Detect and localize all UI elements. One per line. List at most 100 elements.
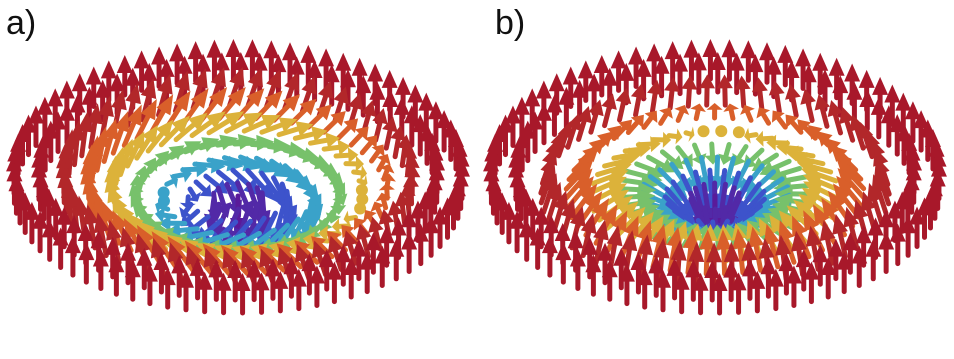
spin-arrow — [64, 235, 81, 278]
spin-arrow — [133, 50, 150, 93]
spin-arrow — [585, 254, 602, 297]
spin-arrow — [702, 39, 719, 82]
spin-arrow — [227, 259, 244, 303]
spin-arrow — [646, 43, 663, 86]
spin-arrow — [86, 103, 103, 150]
spin-arrow — [767, 268, 784, 312]
spin-arrow — [140, 78, 157, 123]
spin-arrow — [704, 259, 721, 303]
spin-arrow — [690, 52, 707, 95]
spin-arrow — [17, 192, 34, 236]
spin-arrow — [153, 251, 170, 295]
spin-arrow — [300, 44, 317, 88]
spin-arrow — [732, 228, 749, 276]
spin-arrow — [814, 93, 831, 129]
spin-arrow — [721, 39, 738, 82]
spin-arrow — [734, 75, 751, 109]
spin-arrow — [348, 126, 369, 148]
spin-arrow — [333, 147, 359, 164]
spin-arrow — [206, 39, 223, 83]
spin-arrow — [646, 154, 676, 173]
spin-arrow — [803, 261, 820, 305]
spin-arrow — [865, 238, 882, 282]
spin-arrow — [343, 155, 364, 172]
spin-arrow — [359, 251, 376, 295]
spin-arrow — [170, 166, 192, 183]
spin-arrow — [683, 126, 695, 142]
spin-arrow — [673, 271, 690, 315]
spin-arrow — [648, 255, 665, 298]
spin-arrow — [318, 249, 335, 292]
spin-arrow — [692, 272, 709, 316]
spin-arrow — [58, 102, 75, 146]
panel-a-label: a) — [6, 4, 37, 42]
spin-arrow — [134, 98, 157, 142]
spin-arrow — [253, 272, 270, 315]
spin-arrow — [593, 55, 610, 98]
spin-arrow — [541, 235, 558, 278]
spin-arrow — [588, 99, 604, 135]
spin-arrow — [683, 39, 700, 83]
spin-arrow — [509, 210, 526, 254]
spin-arrow — [427, 101, 444, 144]
spin-arrow — [412, 114, 429, 157]
spin-arrow — [78, 242, 95, 285]
spin-arrow — [164, 174, 178, 189]
spin-arrow — [771, 110, 788, 130]
spin-arrow — [666, 257, 683, 301]
spin-arrow — [445, 187, 462, 231]
spin-arrow — [326, 261, 343, 305]
spin-arrow — [666, 128, 683, 145]
spin-arrow — [394, 191, 411, 226]
spin-arrow — [121, 104, 142, 148]
spin-arrow — [836, 251, 853, 295]
spin-arrow — [880, 105, 897, 148]
spin-arrow — [187, 41, 204, 84]
spin-arrow — [206, 111, 245, 136]
spin-arrow — [374, 245, 391, 289]
spin-arrow — [820, 256, 837, 300]
spin-arrow — [50, 111, 67, 154]
spin-arrow — [630, 251, 647, 295]
spin-arrow — [699, 74, 716, 108]
spin-arrow — [32, 210, 49, 254]
spin-arrow — [52, 227, 69, 270]
spin-arrow — [343, 256, 360, 300]
spin-arrow — [690, 103, 706, 122]
spin-arrow — [246, 259, 263, 303]
spin-arrow — [215, 272, 232, 316]
spin-arrow — [350, 238, 367, 282]
spin-arrow — [41, 219, 58, 262]
spin-arrow — [756, 107, 772, 126]
spin-arrow — [658, 107, 673, 126]
spin-arrow — [518, 219, 535, 262]
spin-arrow — [569, 248, 586, 292]
spin-arrow — [368, 144, 385, 164]
spin-arrow — [636, 267, 653, 310]
spin-arrow — [674, 104, 690, 123]
spin-arrow — [778, 219, 797, 265]
spin-arrow — [751, 77, 768, 111]
spin-arrow — [241, 115, 281, 134]
spin-arrow — [388, 238, 405, 282]
spin-arrow — [909, 206, 926, 250]
spin-arrow — [27, 105, 44, 148]
spin-arrow — [321, 139, 351, 156]
spin-arrow — [173, 112, 208, 143]
spin-arrow — [664, 77, 680, 111]
spin-arrow — [889, 114, 906, 157]
spin-arrow — [610, 50, 627, 93]
spin-arrow — [812, 244, 829, 287]
spin-arrow — [535, 102, 552, 146]
spin-arrow — [370, 201, 386, 220]
spin-arrow — [154, 207, 178, 224]
spin-arrow — [706, 102, 723, 121]
spin-arrow — [777, 44, 794, 88]
spin-arrow — [382, 116, 398, 151]
spin-arrow — [497, 114, 514, 158]
spin-arrow — [166, 222, 200, 239]
spin-arrow — [417, 191, 434, 234]
spin-arrow — [527, 111, 544, 154]
spin-arrow — [157, 186, 170, 199]
spin-arrow — [356, 193, 369, 206]
